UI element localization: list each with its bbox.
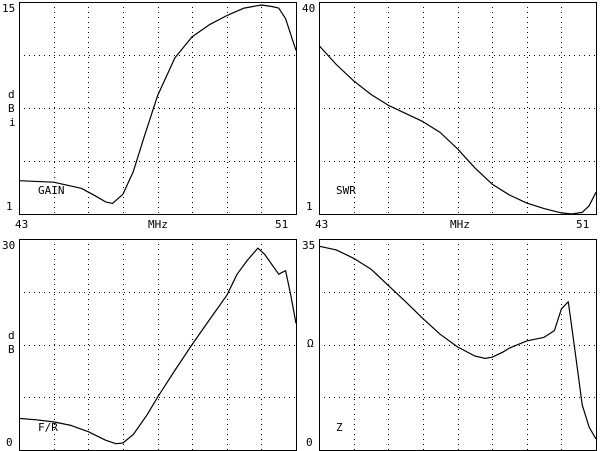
gain-x-min-label: 43 (15, 218, 28, 231)
gain-x-max-label: 51 (275, 218, 288, 231)
z-y-min-label: 0 (306, 436, 313, 449)
x-axis-labels: 43 MHz 51 43 MHz 51 (15, 218, 589, 231)
z-series-label: Z (336, 421, 343, 434)
swr-y-min-label: 1 (306, 200, 313, 213)
gain-series-line (18, 4, 297, 204)
swr-panel: 40 1 SWR (302, 2, 597, 215)
swr-y-max-label: 40 (302, 2, 315, 15)
fr-panel: 30 0 d B F/R (2, 239, 297, 451)
gain-y-min-label: 1 (6, 200, 13, 213)
gain-y-unit-char-1: B (8, 102, 15, 115)
swr-series-line (318, 45, 597, 215)
swr-x-unit-label: MHz (450, 218, 470, 231)
gain-series-label: GAIN (38, 184, 65, 197)
fr-y-unit-char-0: d (8, 329, 15, 342)
swr-x-max-label: 51 (576, 218, 589, 231)
swr-series-label: SWR (336, 184, 356, 197)
fr-y-max-label: 30 (2, 239, 15, 252)
fr-y-unit-char-1: B (8, 343, 15, 356)
gain-x-unit-label: MHz (148, 218, 168, 231)
z-panel: 35 0 Ω Z (302, 239, 597, 451)
gain-panel: 15 1 d B i GAIN (2, 2, 297, 215)
fr-series-line (18, 247, 297, 445)
swr-x-min-label: 43 (315, 218, 328, 231)
gain-y-max-label: 15 (2, 2, 15, 15)
fr-series-label: F/R (38, 421, 58, 434)
z-y-unit-label: Ω (307, 337, 314, 350)
fr-y-min-label: 0 (6, 436, 13, 449)
gain-y-unit-char-0: d (8, 88, 15, 101)
z-y-max-label: 35 (302, 239, 315, 252)
gain-y-unit-char-2: i (9, 116, 16, 129)
z-series-line (318, 245, 597, 440)
